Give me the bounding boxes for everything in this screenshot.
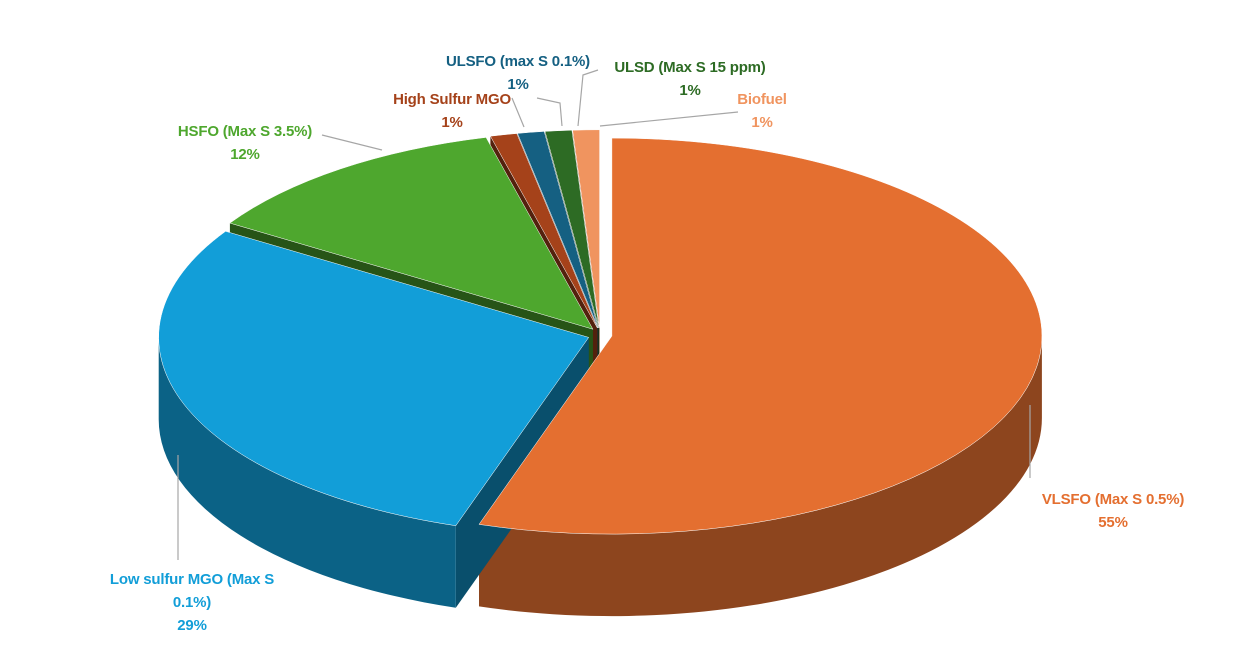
slice-side (479, 336, 1042, 617)
category-label: Low sulfur MGO (Max S 0.1%) (109, 571, 275, 611)
leader-line (536, 97, 563, 127)
value-label: 12% (230, 146, 260, 163)
slice (478, 137, 1043, 535)
slice (229, 137, 594, 330)
leader-line (511, 97, 525, 128)
category-label: ULSFO (max S 0.1%) (446, 53, 590, 70)
leader-line (599, 111, 739, 127)
category-label: VLSFO (Max S 0.5%) (1041, 491, 1185, 508)
leader-line (321, 134, 383, 151)
value-label: 1% (507, 76, 529, 93)
slice-side (158, 337, 456, 608)
data-label: ULSD (Max S 15 ppm) 1% (614, 56, 765, 102)
data-label: VLSFO (Max S 0.5%) 55% (1042, 488, 1184, 534)
category-label: High Sulfur MGO (393, 91, 511, 108)
value-label: 55% (1098, 514, 1128, 531)
category-label: ULSD (Max S 15 ppm) (614, 59, 766, 76)
slice (544, 129, 600, 328)
slice (158, 231, 590, 526)
slice (517, 131, 599, 328)
category-label: HSFO (Max S 3.5%) (177, 123, 313, 140)
leader-line (577, 69, 599, 127)
data-label: Low sulfur MGO (Max S 0.1%) 29% (92, 568, 292, 637)
value-label: 29% (177, 617, 207, 634)
data-label: High Sulfur MGO 1% (393, 88, 511, 134)
value-label: 1% (441, 114, 463, 131)
data-label: ULSFO (max S 0.1%) 1% (446, 50, 590, 96)
data-label: HSFO (Max S 3.5%) 12% (178, 120, 312, 166)
slice (489, 133, 598, 329)
data-label: Biofuel 1% (737, 88, 787, 134)
value-label: 1% (751, 114, 773, 131)
value-label: 1% (679, 82, 701, 99)
category-label: Biofuel (737, 91, 787, 108)
slice (572, 129, 600, 328)
